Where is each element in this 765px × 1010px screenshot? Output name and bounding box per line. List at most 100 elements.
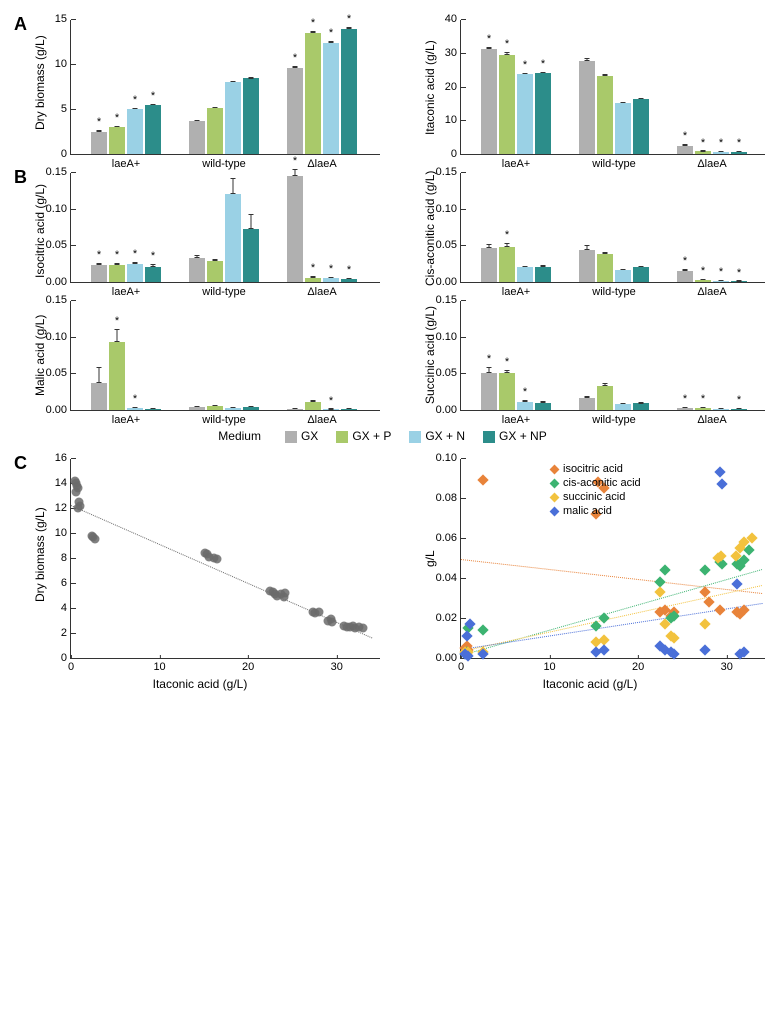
x-tick: 10: [153, 658, 165, 673]
bar: *: [499, 247, 515, 282]
bar: *: [677, 408, 693, 410]
significance-star: *: [293, 155, 297, 167]
scatter-acids-vs-itaconic: g/L0.000.020.040.060.080.100102030isocit…: [460, 459, 765, 659]
y-tick: 30: [445, 47, 461, 59]
y-tick: 40: [445, 13, 461, 25]
scatter-point: [599, 612, 610, 623]
x-group-label: wild-type: [592, 282, 635, 298]
bar: [305, 402, 321, 410]
error-bar: [233, 81, 234, 82]
x-group-label: ΔlaeA: [697, 282, 726, 298]
legend-item: GX + N: [409, 429, 465, 443]
scatter-point: [477, 624, 488, 635]
significance-star: *: [505, 356, 509, 368]
legend-swatch: [285, 431, 297, 443]
x-group-label: laeA+: [112, 154, 140, 170]
panel-a-right: Itaconic acid (g/L)010203040****laeA+wil…: [410, 20, 765, 155]
scatter-legend-item: malic acid: [551, 505, 641, 517]
error-bar: [295, 408, 296, 409]
bar: [225, 194, 241, 282]
legend-item: GX: [285, 429, 318, 443]
panel-b-mal: Malic acid (g/L)0.000.050.100.15**laeA+w…: [20, 301, 380, 411]
error-bar: [313, 400, 314, 401]
bar: *: [499, 373, 515, 410]
error-bar: [623, 269, 624, 270]
significance-star: *: [133, 393, 137, 405]
bar: [597, 386, 613, 410]
significance-star: *: [311, 262, 315, 274]
scatter-point: [281, 589, 290, 598]
significance-star: *: [329, 27, 333, 39]
significance-star: *: [97, 249, 101, 261]
x-group-label: ΔlaeA: [307, 282, 336, 298]
bar: [287, 409, 303, 410]
bar: [225, 82, 241, 154]
x-group-label: wild-type: [592, 154, 635, 170]
bar: *: [127, 109, 143, 154]
error-bar: [739, 408, 740, 409]
error-bar: [215, 107, 216, 108]
significance-star: *: [523, 386, 527, 398]
y-tick: 0.00: [46, 276, 71, 288]
y-axis-label: Succinic acid (g/L): [423, 305, 437, 403]
legend-marker: [550, 492, 560, 502]
error-bar: [739, 281, 740, 282]
bar-chart-cis-aconitic: Cis-aconitic acid (g/L)0.000.050.100.15*…: [460, 173, 765, 283]
y-tick: 0: [61, 148, 71, 160]
error-bar: [197, 406, 198, 407]
bar: *: [677, 146, 693, 154]
bar: *: [91, 132, 107, 155]
legend-swatch: [336, 431, 348, 443]
error-bar: [703, 407, 704, 408]
scatter-point: [700, 564, 711, 575]
x-group-label: ΔlaeA: [697, 154, 726, 170]
xlabel-c-left: Itaconic acid (g/L): [20, 677, 380, 691]
significance-star: *: [737, 267, 741, 279]
x-group-label: laeA+: [502, 410, 530, 426]
error-bar: [251, 406, 252, 407]
significance-star: *: [541, 58, 545, 70]
error-bar: [489, 244, 490, 248]
bar: *: [731, 152, 747, 154]
bar: *: [287, 176, 303, 282]
y-tick: 8: [61, 552, 71, 564]
panel-b-row-1: B Isocitric acid (g/L)0.000.050.100.15**…: [20, 173, 745, 283]
y-tick: 0.06: [436, 532, 461, 544]
error-bar: [331, 277, 332, 278]
scatter-point: [213, 555, 222, 564]
y-tick: 12: [55, 502, 71, 514]
error-bar: [153, 408, 154, 409]
bar: *: [91, 265, 107, 282]
legend-swatch: [409, 431, 421, 443]
error-bar: [641, 98, 642, 99]
y-tick: 0.05: [46, 239, 71, 251]
x-tick: 10: [543, 658, 555, 673]
bar-chart-isocitric: Isocitric acid (g/L)0.000.050.100.15****…: [70, 173, 380, 283]
scatter-legend-item: cis-aconitic acid: [551, 477, 641, 489]
error-bar: [525, 73, 526, 74]
significance-star: *: [115, 249, 119, 261]
x-group-label: laeA+: [502, 282, 530, 298]
error-bar: [197, 120, 198, 121]
significance-star: *: [347, 264, 351, 276]
figure-root: A Dry biomass (g/L)051015****laeA+wild-t…: [20, 20, 745, 691]
bar: [517, 267, 533, 282]
y-tick: 0.10: [436, 331, 461, 343]
bar: *: [499, 55, 515, 154]
error-bar: [507, 370, 508, 374]
legend-marker: [550, 464, 560, 474]
x-group-label: wild-type: [202, 154, 245, 170]
bar-chart-dry-biomass: Dry biomass (g/L)051015****laeA+wild-typ…: [70, 20, 380, 155]
bar: *: [127, 264, 143, 282]
y-tick: 0.15: [436, 166, 461, 178]
legend-swatch: [483, 431, 495, 443]
bar: [597, 76, 613, 154]
bar: *: [535, 73, 551, 154]
panel-label-a: A: [14, 14, 27, 35]
error-bar: [135, 108, 136, 109]
error-bar: [641, 403, 642, 404]
scatter-point: [659, 564, 670, 575]
y-tick: 0.10: [436, 452, 461, 464]
significance-star: *: [347, 13, 351, 25]
scatter-legend: isocitric acidcis-aconitic acidsuccinic …: [551, 463, 641, 519]
